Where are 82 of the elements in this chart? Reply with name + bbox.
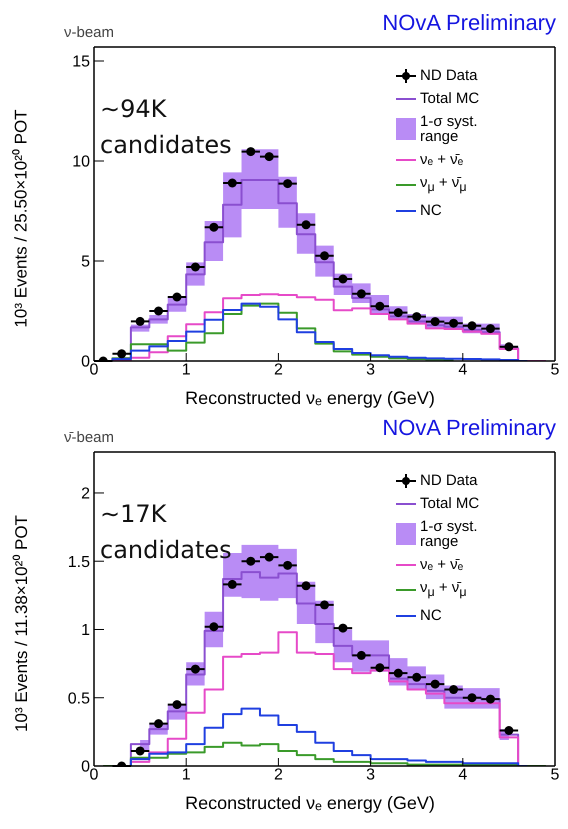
- point: [117, 349, 126, 358]
- legend-label: NC: [420, 607, 442, 624]
- point: [172, 292, 182, 302]
- x-tick-label: 3: [366, 361, 376, 378]
- x-tick-label: 4: [458, 361, 468, 378]
- chart-title: ν̄-beam: [64, 429, 114, 446]
- point: [468, 693, 477, 702]
- point: [338, 274, 348, 284]
- x-tick-label: 1: [182, 361, 191, 378]
- annotation: 1-σ syst. range: [420, 518, 478, 550]
- point: [449, 685, 458, 694]
- point: [375, 302, 384, 311]
- x-tick-label: 5: [550, 361, 560, 378]
- point: [283, 179, 292, 188]
- x-axis-title: Reconstructed νₑ energy (GeV): [185, 388, 435, 408]
- point: [394, 668, 403, 678]
- y-tick-label: 0.5: [68, 690, 90, 708]
- point: [264, 152, 274, 162]
- y-axis-title: 10³ Events / 25.50×10²⁰ POT: [12, 109, 30, 328]
- point: [412, 672, 422, 682]
- point: [412, 312, 422, 322]
- point: [394, 308, 403, 318]
- x-tick-label: 4: [458, 766, 468, 784]
- point: [375, 663, 384, 672]
- x-tick-label: 1: [182, 766, 191, 784]
- x-tick-label: 2: [274, 766, 283, 784]
- point: [449, 318, 458, 328]
- point: [320, 600, 329, 610]
- legend-label: νₑ + ν̄ₑ: [420, 556, 464, 573]
- point: [356, 650, 366, 660]
- y-tick-label: 15: [72, 54, 90, 71]
- point: [320, 251, 329, 260]
- annotation: ~94K candidates: [100, 95, 232, 159]
- point: [136, 746, 145, 756]
- point: [486, 324, 495, 334]
- annotation: ~17K candidates: [100, 500, 232, 564]
- x-tick-label: 5: [550, 766, 560, 784]
- point: [264, 552, 274, 562]
- x-tick-label: 2: [274, 361, 283, 378]
- y-tick-label: 10: [72, 154, 90, 171]
- point: [504, 726, 514, 736]
- x-tick-label: 3: [366, 766, 376, 784]
- legend-label: Total MC: [420, 495, 480, 512]
- chart-subtitle: NOvA Preliminary: [382, 415, 556, 440]
- legend-label: νₑ + ν̄ₑ: [420, 151, 464, 168]
- y-tick-label: 5: [81, 254, 90, 271]
- legend-label: Total MC: [420, 90, 480, 107]
- point: [430, 680, 440, 689]
- y-tick-label: 2: [81, 486, 90, 503]
- point: [430, 317, 440, 326]
- point: [190, 664, 200, 674]
- legend-label: ND Data: [420, 67, 478, 84]
- point: [154, 719, 164, 728]
- point: [190, 262, 200, 272]
- point: [302, 581, 311, 590]
- y-tick-label: 1.5: [68, 554, 90, 571]
- point: [283, 560, 292, 570]
- chart-subtitle: NOvA Preliminary: [382, 10, 556, 35]
- chart-title: ν-beam: [64, 24, 114, 41]
- point: [504, 342, 514, 352]
- point: [154, 306, 164, 316]
- point: [228, 178, 237, 188]
- x-axis-title: Reconstructed νₑ energy (GeV): [185, 793, 435, 813]
- point: [246, 556, 256, 566]
- point: [209, 622, 218, 632]
- point: [136, 316, 145, 326]
- y-tick-label: 1: [81, 622, 90, 640]
- legend-label: ν$_{μ}$ + ν̄$_{μ}$: [420, 174, 467, 194]
- point: [302, 220, 311, 230]
- point: [468, 321, 477, 330]
- point: [486, 694, 495, 704]
- point: [228, 580, 237, 589]
- annotation: 1-σ syst. range: [420, 113, 478, 145]
- point: [338, 624, 348, 633]
- point: [246, 147, 256, 156]
- point: [356, 289, 366, 298]
- point: [172, 700, 182, 710]
- point: [209, 222, 218, 232]
- legend-label: NC: [420, 202, 442, 219]
- legend-label: ND Data: [420, 472, 478, 489]
- y-axis-title: 10³ Events / 11.38×10²⁰ POT: [12, 515, 31, 732]
- legend-label: ν$_{μ}$ + ν̄$_{μ}$: [420, 579, 467, 599]
